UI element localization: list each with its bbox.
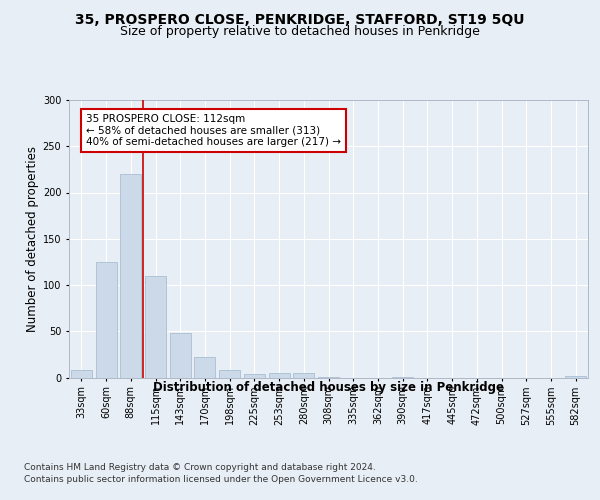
Bar — [170, 333, 191, 378]
Text: Distribution of detached houses by size in Penkridge: Distribution of detached houses by size … — [154, 381, 504, 394]
Bar — [194, 357, 215, 378]
Bar — [293, 373, 314, 378]
Text: Contains public sector information licensed under the Open Government Licence v3: Contains public sector information licen… — [24, 475, 418, 484]
Text: 35, PROSPERO CLOSE, PENKRIDGE, STAFFORD, ST19 5QU: 35, PROSPERO CLOSE, PENKRIDGE, STAFFORD,… — [75, 12, 525, 26]
Bar — [120, 174, 141, 378]
Text: Size of property relative to detached houses in Penkridge: Size of property relative to detached ho… — [120, 25, 480, 38]
Bar — [269, 373, 290, 378]
Bar — [244, 374, 265, 378]
Text: 35 PROSPERO CLOSE: 112sqm
← 58% of detached houses are smaller (313)
40% of semi: 35 PROSPERO CLOSE: 112sqm ← 58% of detac… — [86, 114, 341, 147]
Bar — [565, 376, 586, 378]
Y-axis label: Number of detached properties: Number of detached properties — [26, 146, 38, 332]
Bar — [95, 262, 116, 378]
Bar — [145, 276, 166, 378]
Text: Contains HM Land Registry data © Crown copyright and database right 2024.: Contains HM Land Registry data © Crown c… — [24, 462, 376, 471]
Bar — [392, 376, 413, 378]
Bar — [318, 376, 339, 378]
Bar — [71, 370, 92, 378]
Bar — [219, 370, 240, 378]
